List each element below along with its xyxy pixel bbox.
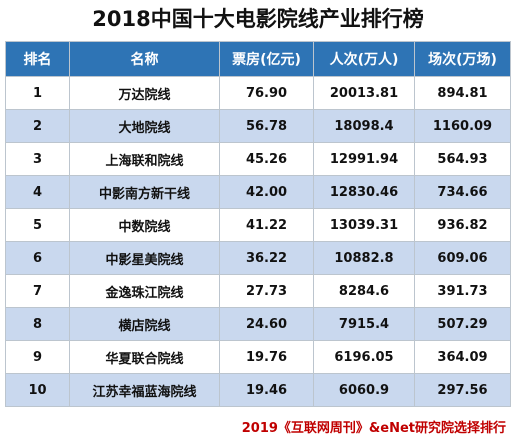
name-cell: 上海联和院线 (69, 142, 220, 176)
name-cell: 华夏联合院线 (69, 340, 220, 374)
rank-cell: 9 (5, 340, 70, 374)
screenings-cell: 894.81 (414, 76, 511, 110)
rank-cell: 6 (5, 241, 70, 275)
rank-cell: 7 (5, 274, 70, 308)
box-office-cell: 19.46 (219, 373, 314, 407)
header-box-office: 票房(亿元) (219, 41, 314, 77)
table-row: 1 万达院线 76.90 20013.81 894.81 (5, 76, 511, 110)
header-screenings: 场次(万场) (414, 41, 511, 77)
name-cell: 金逸珠江院线 (69, 274, 220, 308)
audience-cell: 12830.46 (313, 175, 415, 209)
box-office-cell: 56.78 (219, 109, 314, 143)
audience-cell: 18098.4 (313, 109, 415, 143)
box-office-cell: 76.90 (219, 76, 314, 110)
ranking-table: 排名 名称 票房(亿元) 人次(万人) 场次(万场) 1 万达院线 76.90 200… (5, 41, 511, 407)
table-row: 9 华夏联合院线 19.76 6196.05 364.09 (5, 340, 511, 374)
box-office-cell: 27.73 (219, 274, 314, 308)
audience-cell: 13039.31 (313, 208, 415, 242)
audience-cell: 6196.05 (313, 340, 415, 374)
rank-cell: 1 (5, 76, 70, 110)
table-row: 3 上海联和院线 45.26 12991.94 564.93 (5, 142, 511, 176)
audience-cell: 10882.8 (313, 241, 415, 275)
screenings-cell: 364.09 (414, 340, 511, 374)
audience-cell: 12991.94 (313, 142, 415, 176)
rank-cell: 8 (5, 307, 70, 341)
name-cell: 中影南方新干线 (69, 175, 220, 209)
audience-cell: 20013.81 (313, 76, 415, 110)
table-row: 2 大地院线 56.78 18098.4 1160.09 (5, 109, 511, 143)
box-office-cell: 36.22 (219, 241, 314, 275)
screenings-cell: 391.73 (414, 274, 511, 308)
screenings-cell: 936.82 (414, 208, 511, 242)
table-header-row: 排名 名称 票房(亿元) 人次(万人) 场次(万场) (5, 41, 511, 77)
rank-cell: 5 (5, 208, 70, 242)
screenings-cell: 507.29 (414, 307, 511, 341)
source-footer: 2019《互联网周刊》&eNet研究院选择排行 (241, 421, 506, 436)
audience-cell: 6060.9 (313, 373, 415, 407)
name-cell: 万达院线 (69, 76, 220, 110)
screenings-cell: 609.06 (414, 241, 511, 275)
name-cell: 中影星美院线 (69, 241, 220, 275)
name-cell: 大地院线 (69, 109, 220, 143)
rank-cell: 10 (5, 373, 70, 407)
table-row: 5 中数院线 41.22 13039.31 936.82 (5, 208, 511, 242)
rank-cell: 2 (5, 109, 70, 143)
box-office-cell: 42.00 (219, 175, 314, 209)
screenings-cell: 564.93 (414, 142, 511, 176)
table-row: 6 中影星美院线 36.22 10882.8 609.06 (5, 241, 511, 275)
box-office-cell: 19.76 (219, 340, 314, 374)
screenings-cell: 1160.09 (414, 109, 511, 143)
audience-cell: 7915.4 (313, 307, 415, 341)
box-office-cell: 24.60 (219, 307, 314, 341)
name-cell: 江苏幸福蓝海院线 (69, 373, 220, 407)
header-name: 名称 (69, 41, 220, 77)
audience-cell: 8284.6 (313, 274, 415, 308)
rank-cell: 4 (5, 175, 70, 209)
box-office-cell: 45.26 (219, 142, 314, 176)
table-row: 7 金逸珠江院线 27.73 8284.6 391.73 (5, 274, 511, 308)
name-cell: 横店院线 (69, 307, 220, 341)
screenings-cell: 734.66 (414, 175, 511, 209)
name-cell: 中数院线 (69, 208, 220, 242)
screenings-cell: 297.56 (414, 373, 511, 407)
table-row: 10 江苏幸福蓝海院线 19.46 6060.9 297.56 (5, 373, 511, 407)
header-audience: 人次(万人) (313, 41, 415, 77)
table-row: 8 横店院线 24.60 7915.4 507.29 (5, 307, 511, 341)
page-title: 2018中国十大电影院线产业排行榜 (92, 7, 424, 31)
header-rank: 排名 (5, 41, 70, 77)
table-row: 4 中影南方新干线 42.00 12830.46 734.66 (5, 175, 511, 209)
rank-cell: 3 (5, 142, 70, 176)
box-office-cell: 41.22 (219, 208, 314, 242)
